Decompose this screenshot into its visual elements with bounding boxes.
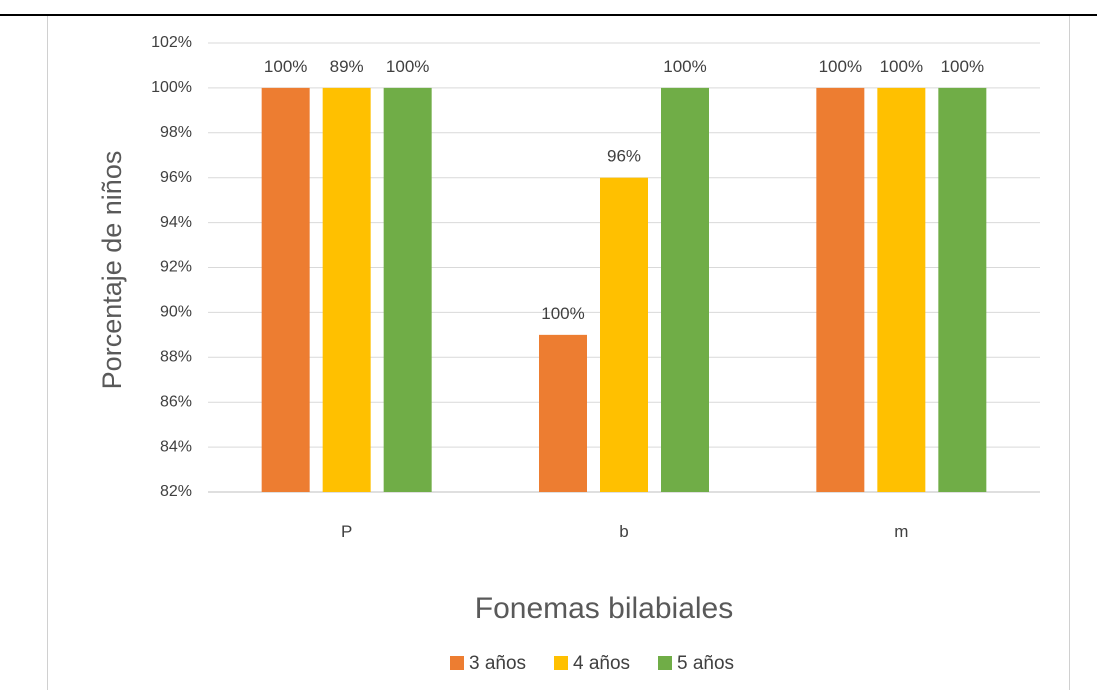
x-category-label: b <box>619 522 628 541</box>
bar <box>383 87 432 493</box>
y-tick-label: 92% <box>160 259 192 276</box>
legend-label: 5 años <box>677 653 734 674</box>
data-label: 100% <box>880 57 923 76</box>
y-axis-title: Porcentaje de niños <box>97 151 127 390</box>
data-label: 100% <box>264 57 307 76</box>
data-label: 96% <box>607 147 641 166</box>
chart-frame-right <box>1069 16 1070 690</box>
legend-label: 4 años <box>573 653 630 674</box>
bars <box>261 87 987 493</box>
data-label: 100% <box>663 57 706 76</box>
legend-label: 3 años <box>469 653 526 674</box>
bar <box>261 87 310 493</box>
bar <box>661 87 709 493</box>
top-rule <box>0 14 1097 16</box>
y-tick-label: 84% <box>160 438 192 455</box>
x-axis-title: Fonemas bilabiales <box>475 592 733 625</box>
data-label: 100% <box>941 57 984 76</box>
y-tick-label: 94% <box>160 214 192 231</box>
data-label: 89% <box>330 57 364 76</box>
chart-frame-left <box>47 16 48 690</box>
y-tick-label: 102% <box>151 34 192 51</box>
legend-swatch <box>658 656 672 670</box>
y-tick-label: 82% <box>160 483 192 500</box>
data-label: 100% <box>541 304 584 323</box>
y-tick-label: 90% <box>160 304 192 321</box>
bar <box>877 87 926 493</box>
y-tick-label: 96% <box>160 169 192 186</box>
bar <box>322 87 371 493</box>
data-label: 100% <box>819 57 862 76</box>
bar <box>816 87 865 493</box>
y-axis-ticks: 82% 84% 86% 88% 90% 92% 94% 96% 98% 100% 102% <box>151 34 192 500</box>
y-tick-label: 98% <box>160 124 192 141</box>
y-tick-label: 100% <box>151 79 192 96</box>
x-category-label: m <box>894 522 908 541</box>
data-labels: 100% 89% 100% 100% 96% 100% 100% 100% 100% <box>264 57 984 323</box>
legend-swatch <box>554 656 568 670</box>
bar <box>938 87 987 493</box>
legend: 3 años 4 años 5 años <box>450 653 734 674</box>
bar <box>600 177 648 492</box>
x-category-label: P <box>341 522 352 541</box>
data-label: 100% <box>386 57 429 76</box>
y-tick-label: 88% <box>160 349 192 366</box>
y-tick-label: 86% <box>160 393 192 410</box>
legend-swatch <box>450 656 464 670</box>
bar <box>539 334 587 492</box>
